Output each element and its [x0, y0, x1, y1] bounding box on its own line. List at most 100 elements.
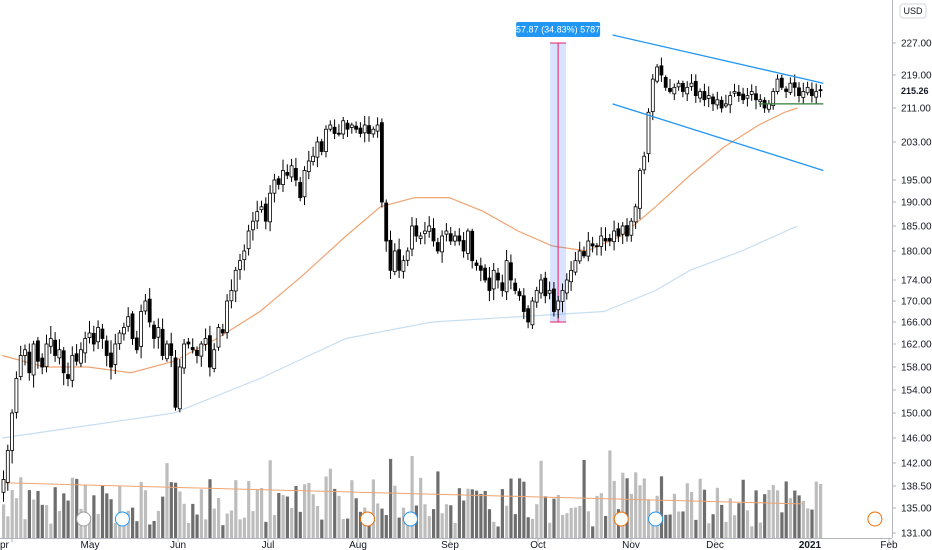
volume-bar	[737, 503, 741, 538]
volume-bar	[810, 509, 814, 538]
volume-bar	[440, 513, 444, 538]
volume-bar	[96, 514, 100, 538]
moving-average-line	[1, 107, 798, 374]
volume-bar	[195, 514, 199, 538]
volume-bar	[771, 485, 775, 538]
candle	[375, 117, 380, 138]
candle	[324, 125, 328, 158]
candle	[195, 346, 199, 364]
candle	[736, 84, 741, 102]
candle	[216, 323, 221, 351]
volume-bar	[83, 484, 87, 538]
volume-bar	[797, 495, 801, 538]
volume-bar	[62, 493, 66, 538]
candle	[96, 320, 100, 350]
candle	[698, 88, 702, 103]
candle	[547, 281, 552, 300]
event-marker[interactable]	[867, 511, 883, 527]
volume-bar	[591, 526, 595, 538]
volume-bar	[247, 481, 251, 538]
volume-bar	[500, 489, 504, 538]
volume-bar	[711, 514, 715, 538]
volume-bar	[690, 492, 694, 538]
candle	[130, 311, 135, 345]
candle	[401, 255, 406, 279]
time-axis[interactable]: pr May Jun Jul Aug Sep Oct Nov Dec 2021 Feb	[0, 538, 898, 550]
price-tick-label: 166.00	[901, 318, 932, 329]
measure-label-box	[516, 22, 601, 37]
candle	[207, 325, 212, 377]
volume-bar	[776, 490, 780, 538]
event-marker[interactable]	[114, 511, 130, 527]
price-range-measure[interactable]: 57.87 (34.83%) 5787	[516, 22, 601, 323]
trend-lines[interactable]	[612, 34, 824, 172]
volume-average-line	[1, 482, 802, 505]
time-tick-label: Nov	[622, 540, 640, 550]
volume-bar	[423, 504, 427, 538]
event-marker[interactable]	[648, 511, 664, 527]
channel-lower-line[interactable]	[612, 103, 824, 172]
candle	[784, 86, 788, 98]
volume-bar	[801, 500, 805, 538]
candle	[5, 444, 10, 491]
candle	[143, 293, 148, 315]
volume-bar	[2, 504, 6, 538]
price-tick-label: 138.50	[901, 482, 932, 493]
event-marker[interactable]	[76, 511, 92, 527]
volume-bar	[45, 505, 49, 538]
volume-bar	[277, 492, 281, 538]
volume-bar	[707, 523, 711, 538]
candle	[164, 340, 169, 362]
volume-bar	[126, 510, 130, 538]
currency-badge[interactable]: USD	[899, 3, 927, 19]
volume-bar	[505, 505, 509, 538]
volume-bar	[182, 503, 186, 538]
candle	[625, 218, 629, 242]
volume-bar	[186, 522, 191, 538]
volume-bar	[32, 499, 36, 538]
volume-bar	[694, 519, 698, 538]
event-marker[interactable]	[403, 511, 418, 527]
candle	[147, 288, 152, 328]
plot-background	[0, 0, 892, 538]
volume-bar	[100, 485, 105, 538]
volume-bar	[479, 493, 483, 538]
candle	[474, 259, 479, 271]
candle	[272, 173, 277, 203]
candle	[104, 335, 109, 367]
candle	[779, 74, 784, 90]
volume-bar	[509, 478, 513, 538]
volume-bar	[199, 489, 203, 538]
volume-bar	[745, 510, 750, 538]
volume-bar	[367, 525, 371, 538]
candle	[810, 82, 814, 103]
candle	[367, 116, 371, 142]
candle	[220, 323, 225, 337]
price-axis[interactable]: 227.00 219.00 211.00 203.00 195.00 190.00 185.…	[892, 39, 932, 540]
volume-bar	[152, 520, 156, 538]
event-marker[interactable]	[613, 511, 629, 527]
event-marker[interactable]	[360, 511, 375, 527]
volume-bar	[530, 518, 535, 538]
event-markers[interactable]	[76, 511, 883, 527]
volume-bar	[358, 511, 363, 538]
candle	[599, 227, 604, 256]
volume-bar	[715, 487, 719, 538]
volume-bar	[462, 500, 466, 538]
candle	[504, 249, 509, 301]
channel-upper-line[interactable]	[612, 34, 824, 84]
volume-bar	[337, 495, 341, 538]
volume-bar	[393, 485, 397, 538]
volume-bar	[294, 486, 298, 538]
candle	[560, 283, 565, 313]
candle	[500, 274, 505, 297]
candle	[689, 74, 694, 91]
candle	[152, 320, 156, 349]
volume-bar	[225, 513, 229, 538]
candle	[663, 75, 668, 91]
candle	[177, 359, 182, 413]
candle	[311, 146, 316, 166]
time-tick-label: 2021	[799, 540, 822, 550]
last-price-label: 215.26	[901, 86, 929, 96]
